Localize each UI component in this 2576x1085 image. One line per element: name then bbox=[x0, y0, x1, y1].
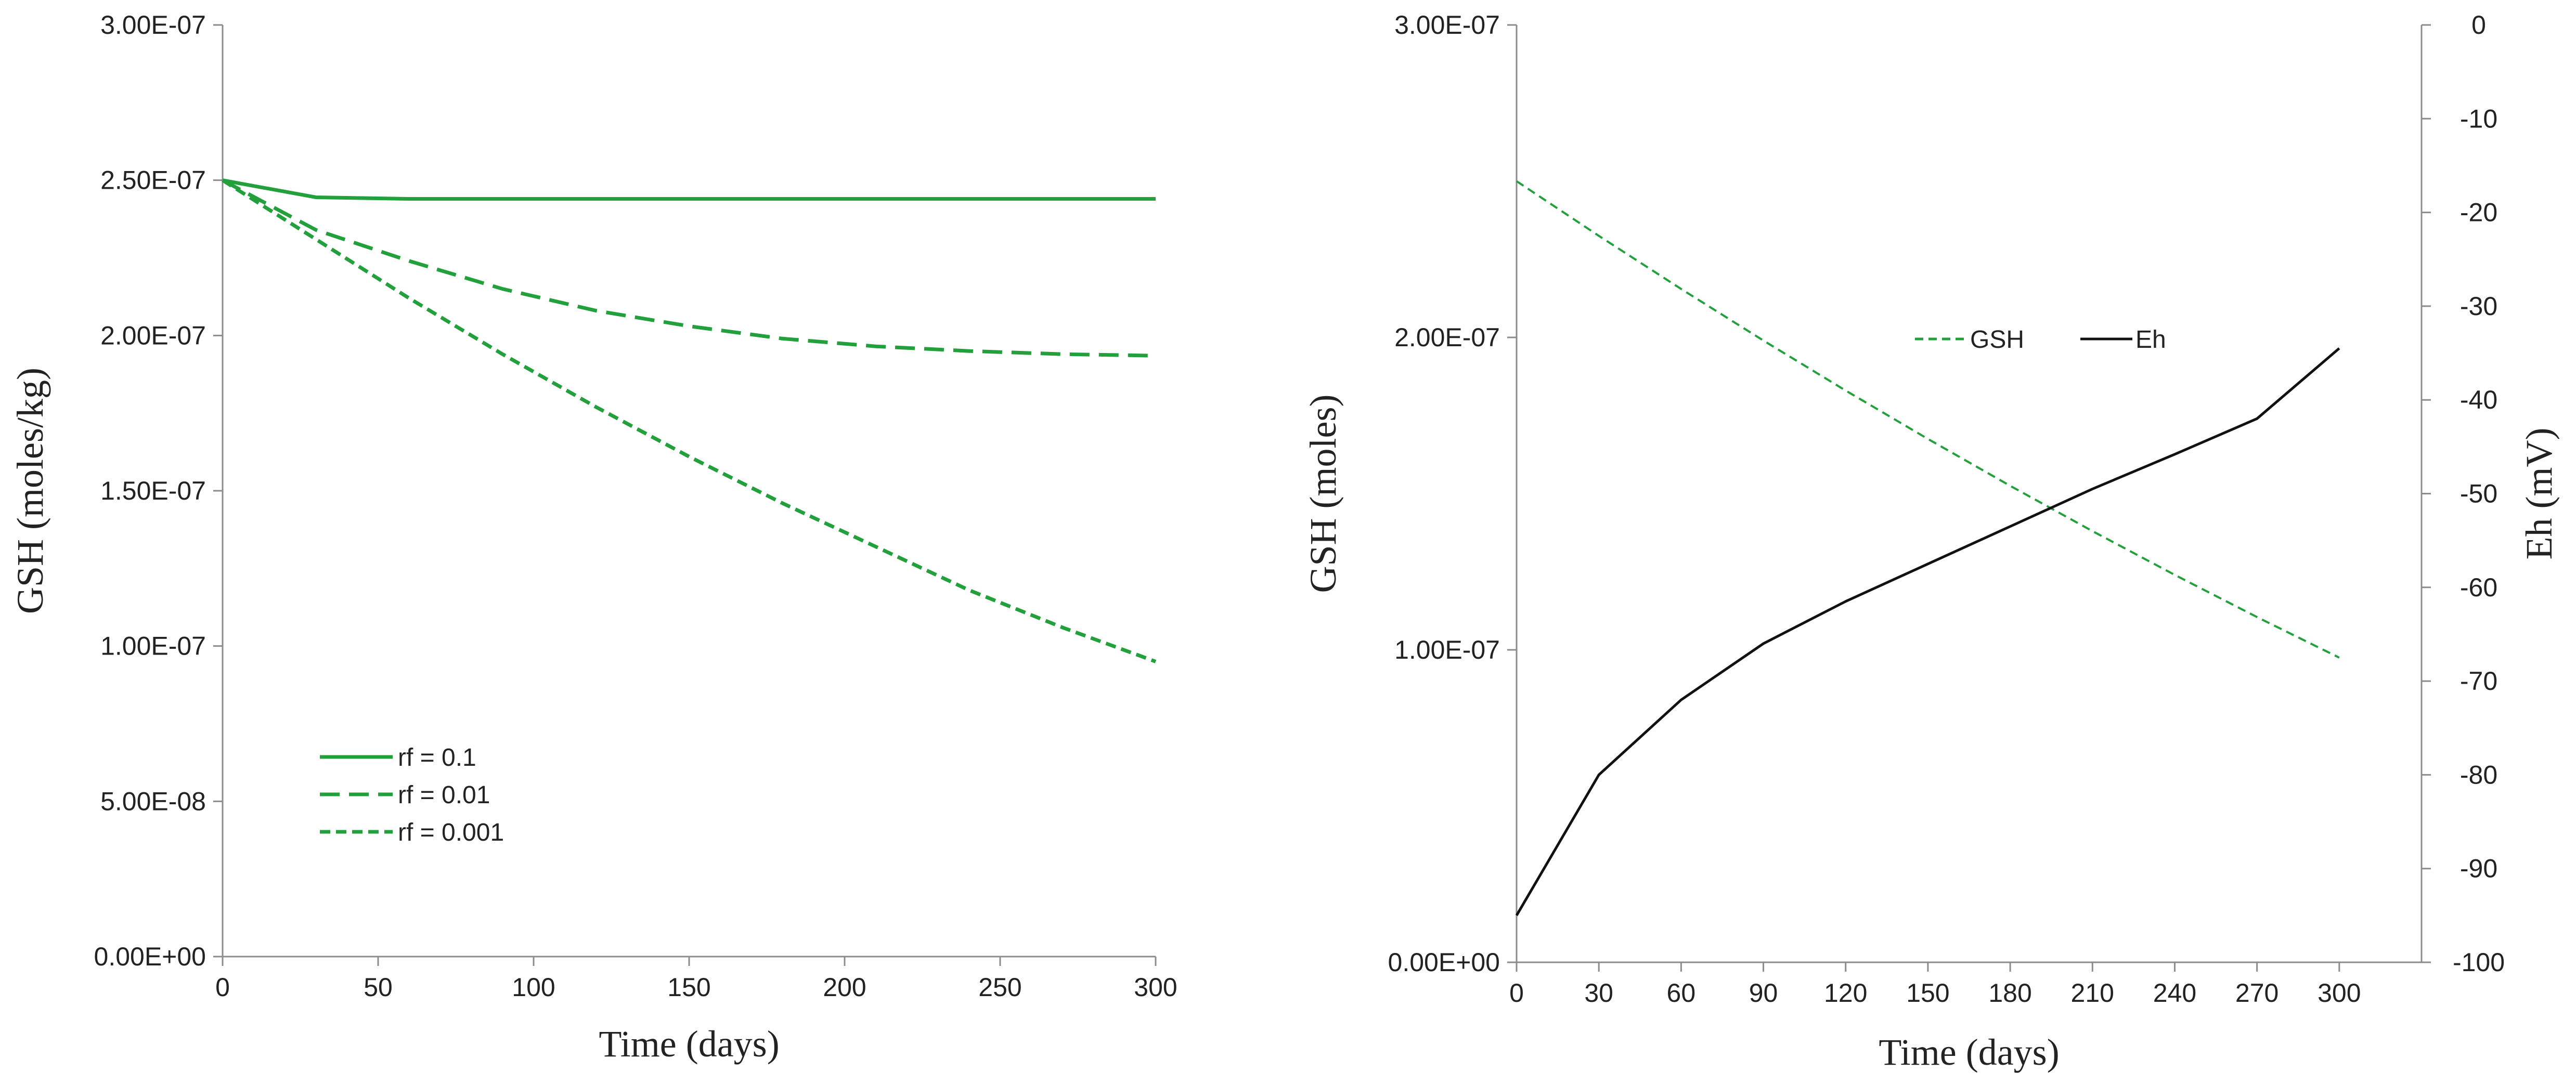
y2-tick-label: -40 bbox=[2460, 385, 2497, 414]
x-tick-label: 270 bbox=[2235, 978, 2279, 1008]
y-axis-title: GSH (moles/kg) bbox=[9, 368, 51, 614]
x-tick-label: 60 bbox=[1667, 978, 1696, 1008]
x-tick-label: 120 bbox=[1824, 978, 1867, 1008]
series-line-2 bbox=[222, 178, 1156, 358]
y-tick-label: 0.00E+00 bbox=[94, 942, 206, 971]
y-tick-label: 2.00E-07 bbox=[100, 321, 206, 350]
x-tick-label: 300 bbox=[1134, 973, 1177, 1002]
y2-tick-label: -100 bbox=[2453, 948, 2505, 977]
y2-tick-label: -20 bbox=[2460, 198, 2497, 227]
x-tick-label: 250 bbox=[978, 973, 1021, 1002]
x-tick-label: 50 bbox=[364, 973, 393, 1002]
x-tick-label: 240 bbox=[2153, 978, 2196, 1008]
y-tick-label: 1.00E-07 bbox=[100, 632, 206, 661]
x-axis-title: Time (days) bbox=[599, 1023, 779, 1065]
x-axis-title: Time (days) bbox=[1879, 1031, 2059, 1073]
series-line-gsh bbox=[1516, 180, 2340, 659]
y2-axis-title: Eh (mV) bbox=[2518, 428, 2560, 560]
y-tick-label: 3.00E-07 bbox=[100, 10, 206, 40]
y2-tick-label: 0 bbox=[2471, 10, 2486, 40]
y2-tick-label: -30 bbox=[2460, 292, 2497, 321]
series-line-1 bbox=[222, 178, 1156, 201]
x-tick-label: 0 bbox=[1509, 978, 1524, 1008]
x-tick-label: 90 bbox=[1749, 978, 1778, 1008]
legend-label: GSH bbox=[1970, 326, 2024, 354]
series-line-eh bbox=[1515, 347, 2340, 917]
y-axis-title: GSH (moles) bbox=[1302, 395, 1344, 593]
x-tick-label: 300 bbox=[2318, 978, 2361, 1008]
x-tick-label: 180 bbox=[1988, 978, 2031, 1008]
y-tick-label: 5.00E-08 bbox=[100, 787, 206, 816]
y-tick-label: 2.50E-07 bbox=[100, 166, 206, 195]
x-tick-label: 0 bbox=[215, 973, 230, 1002]
x-tick-label: 210 bbox=[2071, 978, 2114, 1008]
y2-tick-label: -80 bbox=[2460, 760, 2497, 789]
y-tick-label: 2.00E-07 bbox=[1394, 323, 1500, 352]
y-tick-label: 1.00E-07 bbox=[1394, 635, 1500, 664]
legend-label: rf = 0.001 bbox=[398, 819, 504, 846]
x-tick-label: 100 bbox=[512, 973, 555, 1002]
left-chart: 0.00E+00 5.00E-08 1.00E-07 1.50E-07 2.00E-07… bbox=[9, 10, 1177, 1065]
legend-label: rf = 0.1 bbox=[398, 744, 476, 772]
x-tick-label: 200 bbox=[823, 973, 866, 1002]
y2-tick-label: -70 bbox=[2460, 666, 2497, 696]
x-tick-label: 30 bbox=[1584, 978, 1613, 1008]
y2-tick-label: -10 bbox=[2460, 104, 2497, 133]
y-tick-label: 0.00E+00 bbox=[1388, 948, 1500, 977]
y-tick-label: 3.00E-07 bbox=[1394, 10, 1500, 40]
series-line-3 bbox=[222, 178, 1157, 663]
y2-tick-label: -60 bbox=[2460, 573, 2497, 602]
legend-label: Eh bbox=[2135, 326, 2166, 354]
right-chart: 0.00E+00 1.00E-07 2.00E-07 3.00E-07 0 -10 -20 -… bbox=[1302, 10, 2560, 1073]
y2-tick-label: -50 bbox=[2460, 479, 2497, 508]
y-tick-label: 1.50E-07 bbox=[100, 476, 206, 505]
y2-tick-label: -90 bbox=[2460, 854, 2497, 883]
legend-label: rf = 0.01 bbox=[398, 781, 490, 809]
x-tick-label: 150 bbox=[1906, 978, 1949, 1008]
x-tick-label: 150 bbox=[667, 973, 710, 1002]
